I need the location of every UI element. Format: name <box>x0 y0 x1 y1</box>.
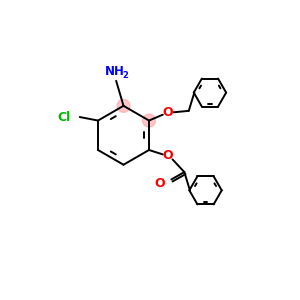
Circle shape <box>117 99 130 112</box>
Text: O: O <box>154 177 165 190</box>
Text: Cl: Cl <box>58 110 71 124</box>
Text: O: O <box>163 106 173 119</box>
Text: O: O <box>163 149 173 162</box>
Text: NH: NH <box>105 65 124 78</box>
Circle shape <box>142 114 155 127</box>
Text: 2: 2 <box>122 70 128 80</box>
